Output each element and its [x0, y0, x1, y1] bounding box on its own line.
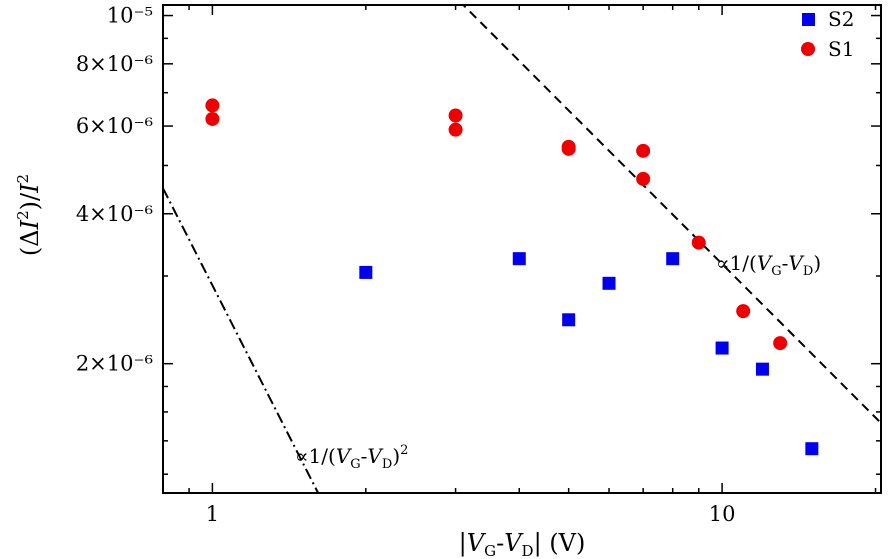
y-tick-label: 4×10⁻⁶: [76, 202, 153, 226]
legend-marker-s2: [802, 13, 815, 26]
y-tick-label: 2×10⁻⁶: [76, 352, 153, 376]
data-point-s1: [448, 122, 463, 137]
data-point-s1: [205, 98, 220, 113]
y-axis-label: (ΔI2)/I2: [14, 174, 44, 256]
data-point-s1: [205, 111, 220, 126]
annotation-inverse-square: ∝1/(VG-VD)2: [295, 443, 408, 472]
data-point-s2: [805, 442, 819, 456]
x-axis-label: |VG-VD| (V): [459, 529, 586, 559]
data-point-s2: [359, 265, 373, 279]
x-tick-label: 10: [709, 502, 736, 526]
reference-line-inverse-square: [163, 187, 320, 493]
legend-marker-s1: [801, 42, 815, 56]
data-point-s2: [602, 276, 616, 290]
data-point-s2: [562, 313, 576, 327]
legend-label-s2: S2: [828, 7, 854, 31]
legend-label-s1: S1: [828, 37, 854, 61]
data-point-s1: [773, 336, 788, 351]
data-point-s1: [448, 108, 463, 123]
data-point-s1: [561, 141, 576, 156]
data-point-s2: [666, 252, 680, 266]
data-point-s1: [736, 304, 751, 319]
data-point-s1: [691, 235, 706, 250]
x-tick-label: 1: [206, 502, 219, 526]
reference-line-inverse: [461, 5, 881, 424]
data-point-s2: [512, 252, 526, 266]
data-point-s2: [715, 341, 729, 355]
legend: S2 S1: [801, 7, 854, 61]
data-point-s1: [636, 171, 651, 186]
y-tick-label: 6×10⁻⁶: [76, 114, 153, 138]
data-point-s2: [755, 362, 769, 376]
data-point-s1: [636, 143, 651, 158]
y-tick-label: 8×10⁻⁶: [76, 52, 153, 76]
plot-frame: [162, 4, 882, 494]
annotation-inverse: ∝1/(VG-VD): [716, 251, 821, 279]
y-tick-label: 10⁻⁵: [107, 4, 153, 28]
